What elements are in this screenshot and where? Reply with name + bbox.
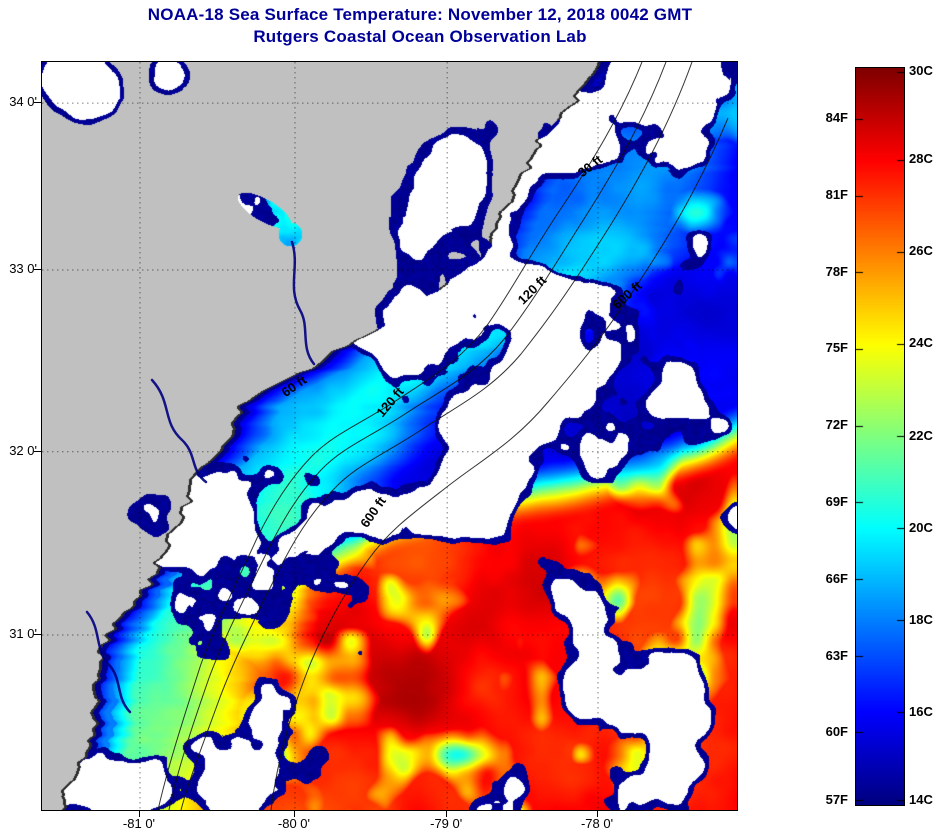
colorbar-canvas [856, 68, 904, 805]
page-title: NOAA-18 Sea Surface Temperature: Novembe… [147, 5, 693, 24]
x-axis-tick-label: -78 0' [580, 816, 614, 831]
sst-image-canvas [42, 62, 737, 810]
colorbar-fahrenheit-label: 72F [825, 417, 848, 433]
colorbar-celsius-label: 24C [909, 335, 933, 351]
colorbar-fahrenheit-label: 63F [825, 647, 848, 663]
colorbar-celsius-label: 26C [909, 243, 933, 259]
y-axis-tick-label: 33 0' [9, 260, 37, 276]
y-axis-tick [34, 268, 41, 270]
y-axis-tick-label: 34 0' [9, 94, 37, 110]
colorbar-celsius-label: 18C [909, 611, 933, 627]
colorbar-celsius-label: 30C [909, 62, 933, 78]
colorbar-celsius-label: 22C [909, 427, 933, 443]
colorbar-celsius-label: 28C [909, 151, 933, 167]
colorbar-fahrenheit-label: 78F [825, 263, 848, 279]
colorbar-fahrenheit-label: 75F [825, 340, 848, 356]
y-axis-tick-label: 32 0' [9, 442, 37, 458]
colorbar-celsius-label: 20C [909, 519, 933, 535]
x-axis-tick [138, 811, 140, 817]
colorbar-fahrenheit-label: 84F [825, 110, 848, 126]
colorbar-fahrenheit-label: 66F [825, 570, 848, 586]
colorbar-celsius-label: 16C [909, 703, 933, 719]
x-axis-tick [597, 811, 598, 817]
colorbar-fahrenheit-label: 81F [825, 186, 848, 202]
y-axis-tick [34, 102, 41, 104]
x-axis-tick-label: -81 0' [122, 816, 156, 831]
colorbar-fahrenheit-label: 60F [825, 724, 848, 740]
colorbar [855, 67, 905, 806]
colorbar-fahrenheit-label: 69F [825, 494, 848, 510]
x-axis-tick [293, 811, 295, 817]
x-axis-tick-label: -79 0' [430, 816, 463, 831]
x-axis-tick [446, 811, 448, 817]
y-axis-tick [34, 633, 41, 635]
map-frame: 30 ft 120 ft 600 ft 60 ft 120 ft 600 ft [41, 61, 738, 811]
colorbar-celsius-label: 14C [909, 792, 933, 808]
colorbar-fahrenheit-label: 57F [825, 792, 848, 808]
y-axis-tick-label: 31 0' [9, 625, 37, 641]
y-axis-tick [34, 450, 41, 452]
x-axis-tick-label: -80 0' [277, 816, 311, 831]
page-subtitle: Rutgers Coastal Ocean Observation Lab [253, 27, 587, 46]
